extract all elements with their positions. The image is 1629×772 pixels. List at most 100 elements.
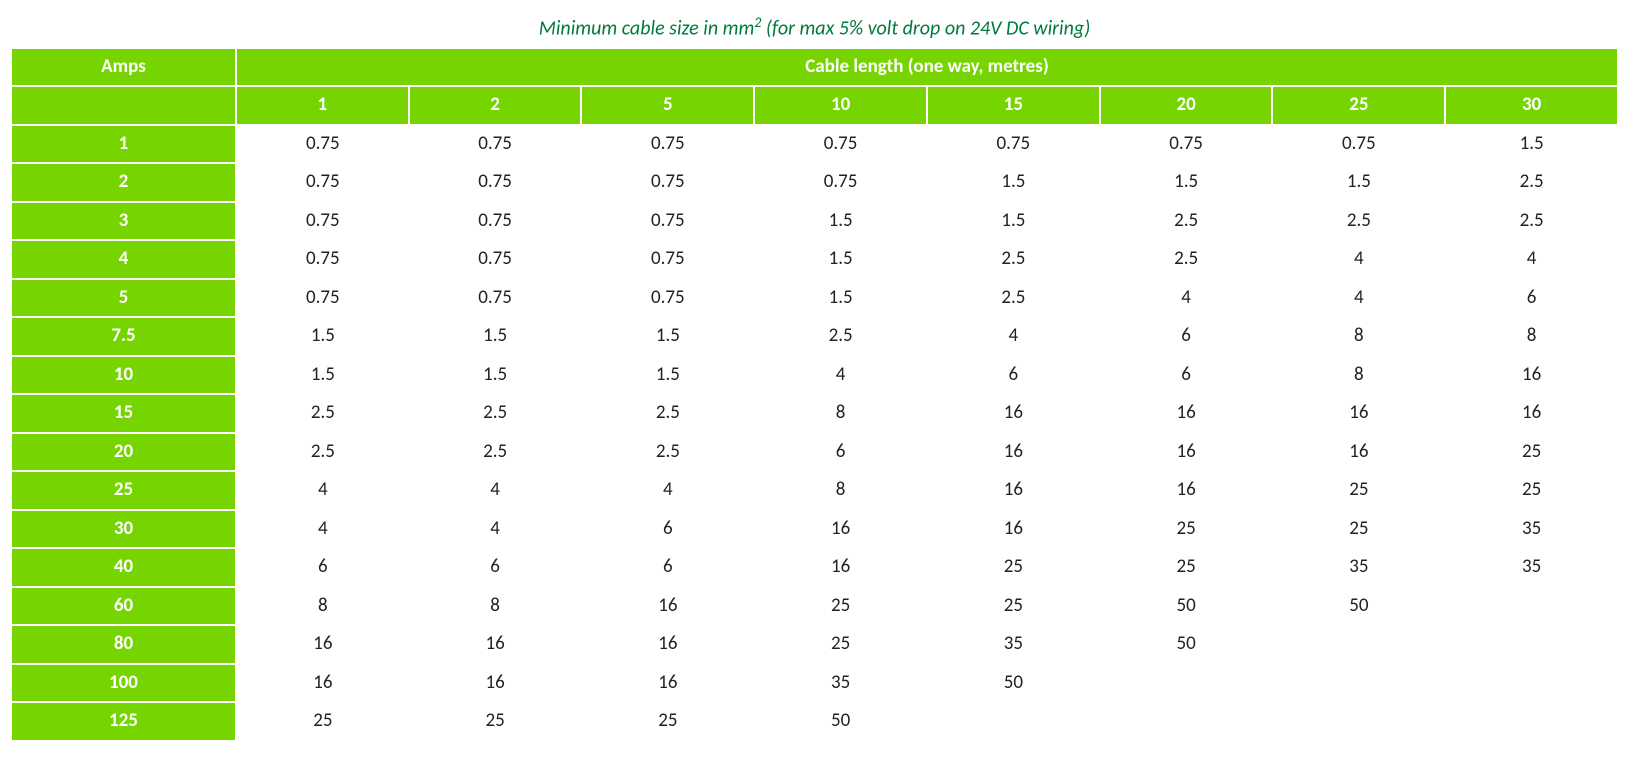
cable-size-cell: 16 (754, 548, 927, 587)
table-title: Minimum cable size in mm2 (for max 5% vo… (10, 14, 1619, 41)
cable-size-cell: 8 (754, 394, 927, 433)
cable-size-cell: 2.5 (1100, 202, 1273, 241)
cable-size-cell: 6 (581, 548, 754, 587)
cable-size-cell: 1.5 (581, 317, 754, 356)
cable-size-cell: 2.5 (409, 433, 582, 472)
cable-size-cell: 4 (581, 471, 754, 510)
cable-size-cell: 6 (236, 548, 409, 587)
cable-size-cell: 16 (236, 625, 409, 664)
cable-size-cell (1445, 702, 1618, 741)
row-amp-label: 125 (11, 702, 236, 741)
cable-size-cell: 25 (754, 625, 927, 664)
cable-size-cell: 0.75 (581, 125, 754, 164)
cable-size-cell: 2.5 (581, 433, 754, 472)
title-post: (for max 5% volt drop on 24V DC wiring) (761, 17, 1090, 41)
cable-size-cell: 4 (1272, 240, 1445, 279)
cable-size-cell: 6 (927, 356, 1100, 395)
cable-size-cell: 0.75 (581, 202, 754, 241)
table-row: 40.750.750.751.52.52.544 (11, 240, 1618, 279)
cable-size-cell: 50 (754, 702, 927, 741)
table-row: 202.52.52.5616161625 (11, 433, 1618, 472)
cable-size-cell: 25 (581, 702, 754, 741)
cable-size-cell: 6 (754, 433, 927, 472)
row-amp-label: 3 (11, 202, 236, 241)
cable-size-cell: 0.75 (236, 202, 409, 241)
header-len-3: 10 (754, 86, 927, 125)
table-body: 10.750.750.750.750.750.750.751.520.750.7… (11, 125, 1618, 741)
cable-size-cell: 0.75 (409, 240, 582, 279)
cable-size-cell: 2.5 (236, 394, 409, 433)
table-row: 80161616253550 (11, 625, 1618, 664)
cable-size-cell: 25 (1445, 433, 1618, 472)
cable-size-cell: 2.5 (1100, 240, 1273, 279)
cable-size-cell: 16 (1100, 394, 1273, 433)
cable-size-cell: 0.75 (236, 163, 409, 202)
row-amp-label: 1 (11, 125, 236, 164)
cable-size-cell: 16 (754, 510, 927, 549)
header-len-7: 30 (1445, 86, 1618, 125)
cable-size-cell (1100, 702, 1273, 741)
cable-size-cell: 0.75 (236, 240, 409, 279)
cable-size-cell: 1.5 (1445, 125, 1618, 164)
cable-size-cell (1272, 625, 1445, 664)
header-len-4: 15 (927, 86, 1100, 125)
cable-size-cell: 6 (409, 548, 582, 587)
cable-size-cell: 2.5 (1272, 202, 1445, 241)
cable-size-cell: 50 (1272, 587, 1445, 626)
cable-size-cell: 4 (409, 510, 582, 549)
cable-size-cell: 0.75 (409, 279, 582, 318)
cable-size-cell: 6 (1445, 279, 1618, 318)
cable-size-cell: 6 (1100, 317, 1273, 356)
cable-size-cell: 0.75 (581, 240, 754, 279)
cable-size-cell: 8 (409, 587, 582, 626)
cable-size-cell: 16 (1272, 394, 1445, 433)
cable-size-cell: 8 (1272, 317, 1445, 356)
header-len-2: 5 (581, 86, 754, 125)
cable-size-cell (1445, 625, 1618, 664)
cable-size-cell: 16 (927, 471, 1100, 510)
cable-size-cell (1272, 702, 1445, 741)
table-row: 30.750.750.751.51.52.52.52.5 (11, 202, 1618, 241)
cable-size-cell: 16 (927, 433, 1100, 472)
cable-size-cell: 16 (1100, 433, 1273, 472)
cable-size-cell: 16 (581, 587, 754, 626)
table-row: 10.750.750.750.750.750.750.751.5 (11, 125, 1618, 164)
header-len-5: 20 (1100, 86, 1273, 125)
cable-size-cell: 4 (927, 317, 1100, 356)
header-amps-blank (11, 86, 236, 125)
cable-size-cell: 0.75 (581, 163, 754, 202)
cable-size-cell (927, 702, 1100, 741)
cable-size-cell: 25 (754, 587, 927, 626)
cable-size-table: Amps Cable length (one way, metres) 1 2 … (10, 47, 1619, 742)
header-len-0: 1 (236, 86, 409, 125)
cable-size-cell (1445, 587, 1618, 626)
cable-size-cell (1100, 664, 1273, 703)
cable-size-cell: 1.5 (754, 202, 927, 241)
cable-size-cell: 1.5 (754, 279, 927, 318)
cable-size-cell: 2.5 (1445, 202, 1618, 241)
cable-size-cell: 16 (927, 394, 1100, 433)
cable-size-cell: 16 (1445, 356, 1618, 395)
cable-size-cell: 35 (1272, 548, 1445, 587)
cable-size-cell: 25 (1272, 510, 1445, 549)
cable-size-cell: 2.5 (236, 433, 409, 472)
cable-size-cell: 25 (927, 587, 1100, 626)
cable-size-cell: 1.5 (1100, 163, 1273, 202)
table-row: 101.51.51.5466816 (11, 356, 1618, 395)
table-row: 1001616163550 (11, 664, 1618, 703)
cable-size-cell: 4 (1100, 279, 1273, 318)
cable-size-cell: 16 (409, 625, 582, 664)
cable-size-cell: 8 (236, 587, 409, 626)
row-amp-label: 20 (11, 433, 236, 472)
cable-size-cell: 0.75 (236, 279, 409, 318)
header-amps: Amps (11, 48, 236, 87)
row-amp-label: 100 (11, 664, 236, 703)
row-amp-label: 25 (11, 471, 236, 510)
cable-size-cell: 6 (581, 510, 754, 549)
cable-size-cell: 0.75 (927, 125, 1100, 164)
table-row: 152.52.52.5816161616 (11, 394, 1618, 433)
cable-size-cell: 2.5 (581, 394, 754, 433)
row-amp-label: 4 (11, 240, 236, 279)
row-amp-label: 2 (11, 163, 236, 202)
cable-size-cell: 2.5 (409, 394, 582, 433)
